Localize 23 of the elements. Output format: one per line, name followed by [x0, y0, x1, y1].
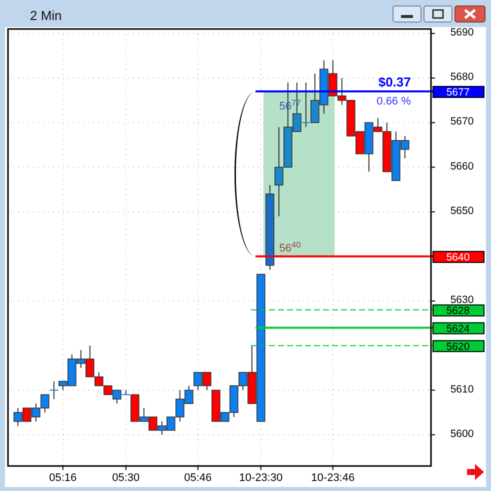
- ref-line-label: 5620: [446, 340, 470, 353]
- ref-line-label: 5624: [446, 322, 470, 335]
- annotation: 0.66 %: [376, 95, 412, 108]
- y-tick-label: 5690: [450, 26, 474, 39]
- x-tick-label: 05:30: [112, 472, 140, 484]
- y-tick-label: 5680: [450, 71, 474, 84]
- candlestick: [50, 380, 58, 400]
- y-tick-label: 5660: [450, 160, 474, 172]
- annotation: $0.37: [378, 74, 411, 90]
- ref-line-label: 5628: [446, 305, 470, 318]
- y-tick-label: 5630: [450, 294, 474, 306]
- y-tick-label: 5600: [450, 428, 474, 440]
- chart-title: 2 Min: [30, 8, 62, 23]
- x-tick-label: 05:16: [49, 472, 77, 484]
- y-tick-label: 5670: [450, 116, 474, 128]
- annotation: 56$^{40}$: [279, 240, 302, 254]
- ref-line-label: 5640: [446, 252, 470, 264]
- y-tick-label: 5610: [450, 383, 474, 396]
- x-tick-label: 10-23:30: [239, 472, 283, 484]
- ref-line-label: 5677: [446, 86, 470, 99]
- y-tick-label: 5650: [450, 204, 474, 217]
- x-tick-label: 05:46: [184, 472, 212, 484]
- x-tick-label: 10-23:46: [311, 472, 355, 484]
